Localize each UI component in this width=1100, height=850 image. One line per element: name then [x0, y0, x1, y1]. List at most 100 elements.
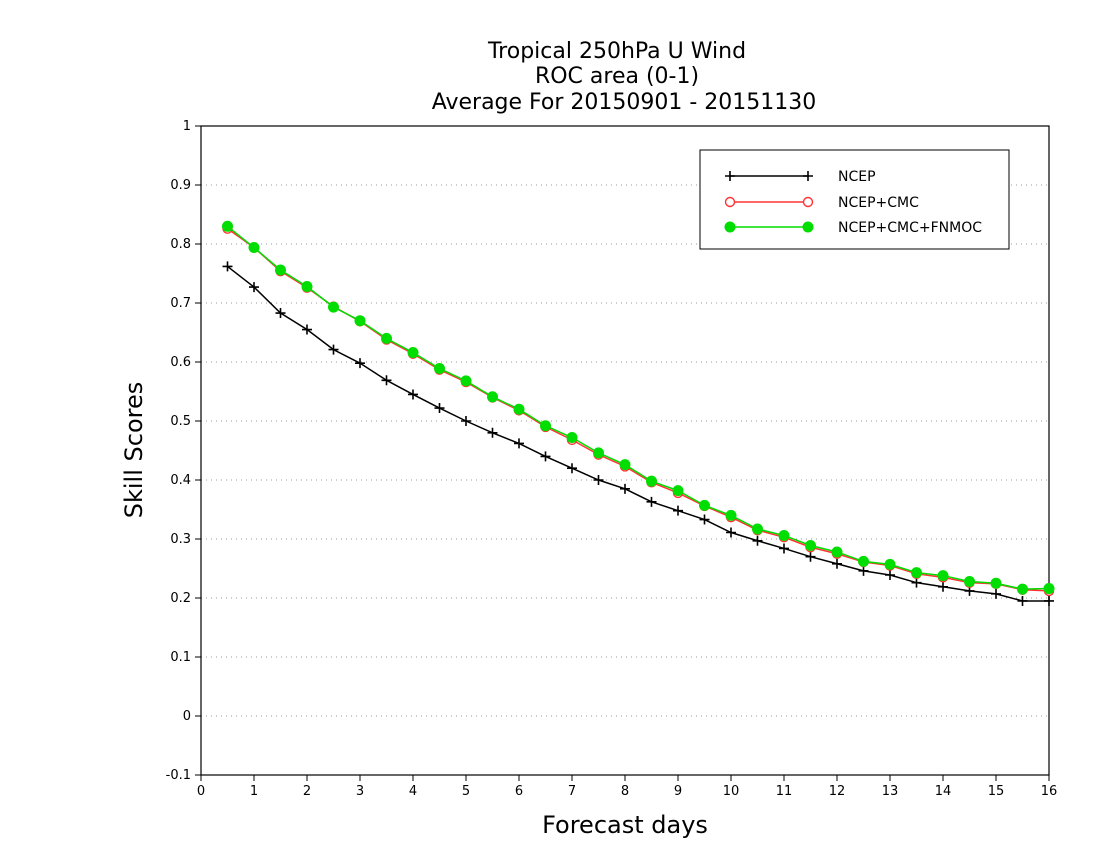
data-point	[540, 420, 551, 432]
legend-item: NCEP+CMC+FNMOC	[724, 220, 982, 236]
legend-label: NCEP+CMC+FNMOC	[838, 220, 982, 236]
data-point	[407, 347, 419, 359]
data-point	[249, 282, 259, 293]
data-point	[540, 451, 551, 462]
data-point	[779, 543, 789, 554]
x-tick-label: 7	[568, 784, 576, 799]
legend-item: NCEP	[725, 169, 876, 185]
data-point	[672, 485, 684, 497]
legend-marker	[802, 221, 814, 233]
y-tick-label: 0.6	[170, 355, 191, 370]
series-ncep-cmc	[222, 223, 1055, 597]
y-tick-label: 0.5	[170, 414, 191, 429]
data-point	[381, 332, 392, 344]
data-point	[699, 499, 710, 511]
data-point	[805, 539, 816, 551]
series-line	[227, 228, 1050, 592]
legend-item: NCEP+CMC	[724, 195, 919, 211]
data-point	[460, 375, 472, 387]
legend-label: NCEP+CMC	[838, 195, 919, 211]
title-line-2: ROC area (0-1)	[535, 64, 699, 89]
data-point	[355, 358, 365, 369]
legend-marker	[725, 171, 735, 181]
x-tick-label: 10	[723, 784, 740, 799]
data-point	[513, 403, 525, 415]
data-point	[275, 308, 286, 319]
data-point	[487, 427, 498, 438]
x-axis-title: Forecast days	[542, 811, 708, 839]
y-tick-label: 0.3	[170, 532, 191, 547]
x-tick-label: 14	[935, 784, 952, 799]
x-tick-label: 8	[621, 784, 629, 799]
data-point	[726, 527, 736, 538]
data-point	[778, 529, 790, 541]
data-point	[301, 280, 313, 292]
data-point	[222, 261, 233, 272]
data-point	[275, 264, 286, 276]
legend-marker	[803, 171, 813, 181]
x-tick-label: 16	[1041, 784, 1058, 799]
y-tick-label: 0.8	[170, 237, 191, 252]
data-point	[752, 523, 763, 535]
data-point	[646, 496, 657, 507]
y-tick-label: -0.1	[166, 768, 191, 783]
data-point	[434, 403, 445, 414]
data-point	[699, 514, 710, 525]
data-point	[328, 344, 339, 355]
y-tick-label: 0.2	[170, 591, 191, 606]
data-point	[328, 301, 339, 313]
data-point	[1017, 583, 1028, 595]
data-point	[434, 362, 445, 374]
data-point	[911, 577, 922, 588]
series-line	[227, 265, 1049, 602]
data-point	[885, 569, 895, 580]
data-point	[1044, 595, 1054, 606]
x-tick-label: 6	[515, 784, 523, 799]
title-line-1: Tropical 250hPa U Wind	[487, 39, 746, 64]
x-tick-label: 4	[409, 784, 417, 799]
data-point	[805, 551, 816, 562]
y-tick-label: 0.1	[170, 650, 191, 665]
data-point	[752, 535, 763, 546]
data-point	[514, 438, 524, 449]
x-tick-label: 15	[988, 784, 1005, 799]
data-point	[884, 558, 896, 570]
x-tick-label: 12	[829, 784, 846, 799]
series-group	[222, 220, 1055, 606]
x-axis: 0 1 2 3 4 5 6 7 8 9 10 11 12 13 14 15 16	[197, 775, 1057, 799]
data-point	[408, 389, 418, 400]
data-point	[858, 555, 869, 567]
series-ncep	[222, 261, 1054, 606]
x-tick-label: 3	[356, 784, 364, 799]
data-point	[222, 220, 233, 232]
chart-title: Tropical 250hPa U Wind ROC area (0-1) Av…	[432, 39, 817, 115]
data-point	[646, 475, 657, 487]
data-point	[673, 505, 683, 516]
data-point	[566, 432, 578, 444]
data-point	[354, 315, 366, 327]
gridlines	[201, 184, 1049, 717]
data-point	[938, 581, 948, 592]
legend-marker	[802, 196, 814, 208]
y-axis: -0.1 0 0.1 0.2 0.3 0.4 0.5 0.6 0.7 0.8 0.9 1	[166, 119, 201, 783]
x-tick-label: 0	[197, 784, 205, 799]
x-tick-label: 1	[250, 784, 258, 799]
data-point	[831, 546, 843, 558]
data-point	[593, 447, 604, 459]
legend-label: NCEP	[838, 169, 876, 185]
series-ncep-cmc-fnmoc	[222, 220, 1055, 595]
legend-box	[699, 149, 1010, 250]
legend-marker	[724, 196, 736, 208]
y-tick-label: 0.4	[170, 473, 191, 488]
data-point	[1043, 583, 1055, 595]
data-point	[832, 558, 842, 569]
data-point	[593, 475, 604, 485]
data-point	[725, 509, 737, 521]
y-tick-label: 0.7	[170, 296, 191, 311]
data-point	[248, 242, 260, 254]
data-point	[991, 588, 1001, 599]
data-point	[937, 570, 949, 582]
data-point	[1017, 595, 1028, 606]
x-tick-label: 2	[303, 784, 311, 799]
data-point	[911, 567, 922, 579]
